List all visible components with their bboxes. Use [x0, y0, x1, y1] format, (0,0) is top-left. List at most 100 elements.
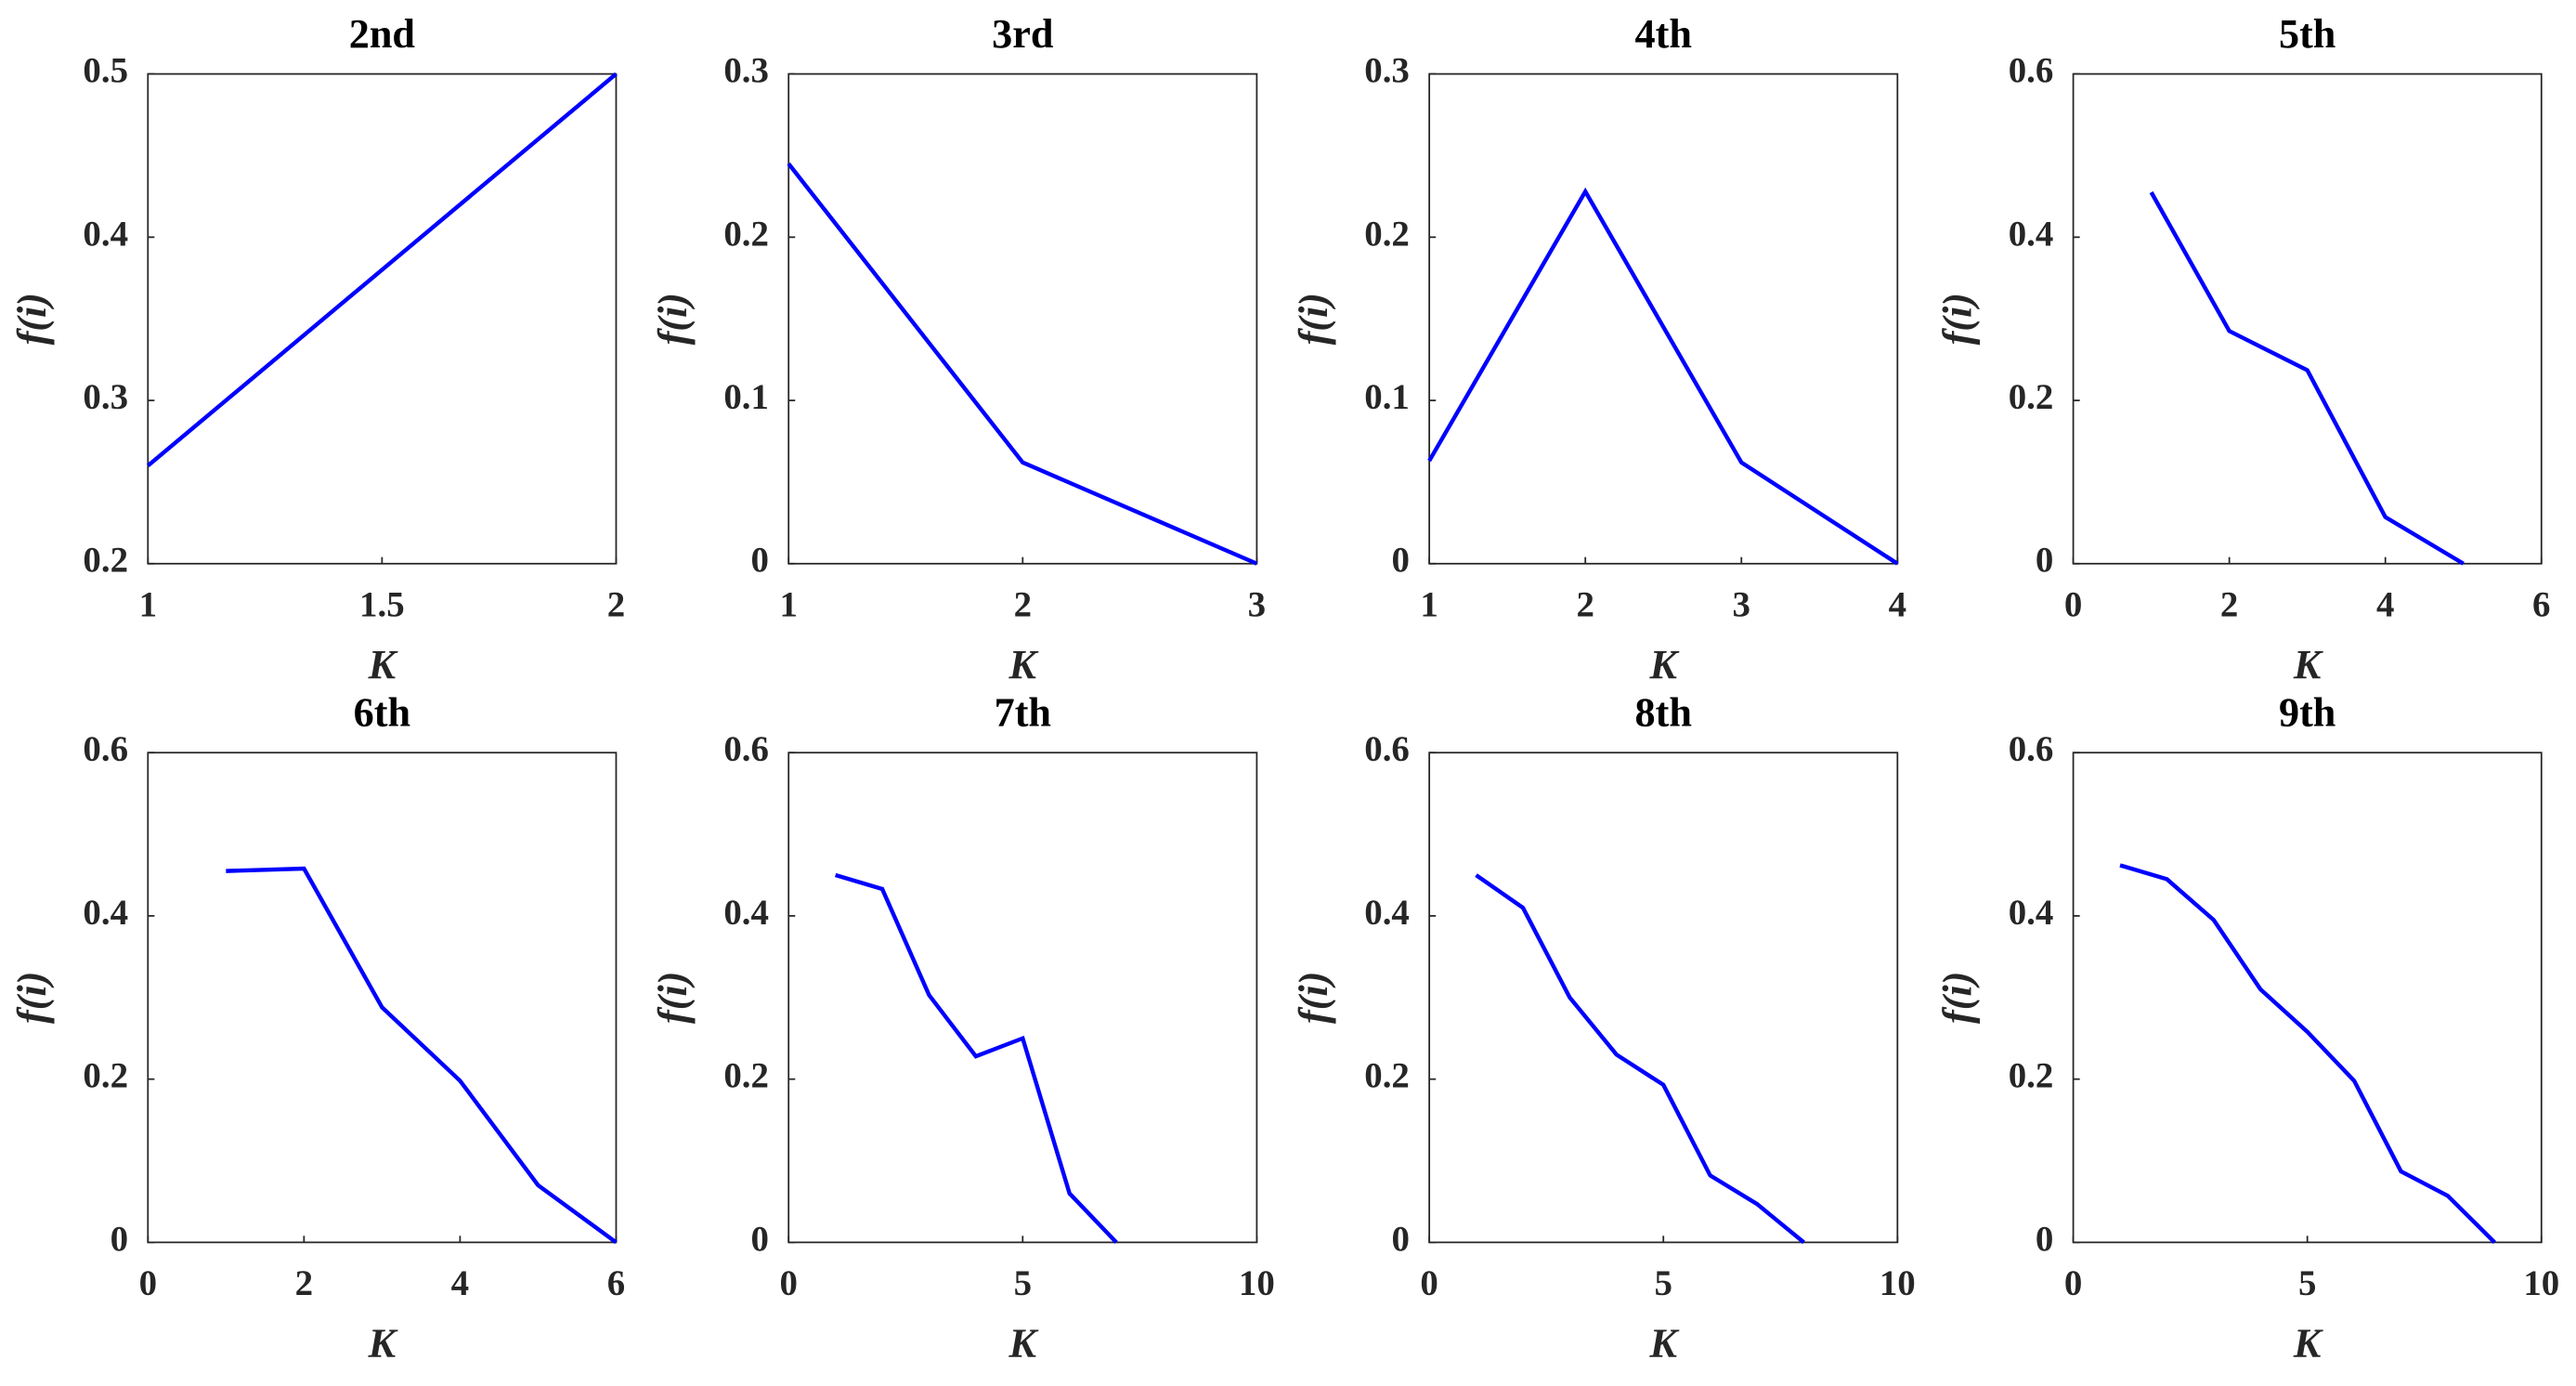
x-tick-label: 2: [295, 1263, 313, 1303]
data-line: [1475, 873, 1805, 1245]
axes-box: [1428, 752, 1899, 1244]
y-tick-label: 0.1: [723, 377, 769, 417]
x-tick-label: 4: [2376, 584, 2394, 624]
y-tick-label: 0: [1391, 1219, 1409, 1259]
y-tick-label: 0.2: [83, 541, 128, 581]
y-axis-label: f(i): [1291, 293, 1336, 345]
x-tick-label: 0: [1420, 1263, 1438, 1303]
y-axis-label: f(i): [650, 972, 696, 1024]
x-tick-label: 2: [1576, 584, 1594, 624]
y-tick-label: 0.3: [83, 377, 128, 417]
x-tick-label: 1: [139, 584, 157, 624]
y-tick-label: 0.2: [83, 1056, 128, 1096]
x-tick-label: 6: [607, 1263, 625, 1303]
y-tick-label: 0.2: [1364, 214, 1410, 254]
y-tick-label: 0: [2036, 1219, 2053, 1259]
chart-title: 7th: [995, 689, 1051, 735]
x-tick-label: 6: [2532, 584, 2550, 624]
x-tick-label: 2: [1014, 584, 1032, 624]
y-tick-label: 0.6: [723, 729, 769, 769]
y-axis-label: f(i): [1934, 293, 1980, 345]
x-axis-label: K: [2293, 642, 2323, 687]
axes-box: [1428, 72, 1899, 565]
y-tick-label: 0.6: [2009, 729, 2054, 769]
x-axis-label: K: [368, 642, 398, 687]
y-tick-label: 0: [1391, 541, 1409, 581]
y-tick-label: 0.4: [1364, 893, 1410, 933]
axes-box: [2072, 72, 2543, 565]
x-tick-label: 10: [2523, 1263, 2559, 1303]
chart-title: 5th: [2279, 11, 2335, 57]
y-tick-label: 0.2: [2009, 1056, 2054, 1096]
x-tick-label: 4: [1889, 584, 1906, 624]
chart-title: 4th: [1635, 11, 1692, 57]
data-line: [2149, 190, 2465, 566]
x-axis-label: K: [368, 1321, 398, 1366]
y-tick-label: 0.6: [2009, 51, 2054, 91]
x-tick-label: 10: [1239, 1263, 1275, 1303]
y-axis-label: f(i): [650, 293, 696, 345]
y-tick-label: 0.4: [83, 893, 128, 933]
axes-box: [787, 752, 1258, 1244]
data-line: [226, 866, 618, 1245]
y-tick-label: 0.2: [723, 1056, 769, 1096]
x-tick-label: 0: [2064, 1263, 2082, 1303]
chart-title: 8th: [1635, 689, 1692, 735]
y-tick-label: 0.3: [723, 51, 769, 91]
axes-box: [787, 72, 1258, 565]
y-tick-label: 0: [751, 541, 769, 581]
chart-title: 6th: [354, 689, 410, 735]
x-tick-label: 0: [779, 1263, 797, 1303]
data-line: [787, 162, 1258, 566]
data-line: [835, 872, 1118, 1244]
y-tick-label: 0.2: [723, 214, 769, 254]
y-tick-label: 0: [2036, 541, 2053, 581]
axes-box: [147, 752, 618, 1244]
y-tick-label: 0.3: [1364, 51, 1410, 91]
data-line: [146, 72, 618, 468]
x-tick-label: 5: [1654, 1263, 1672, 1303]
axes-box: [2072, 752, 2543, 1244]
data-line: [1427, 187, 1899, 566]
y-tick-label: 0.2: [2009, 377, 2054, 417]
axes-box: [147, 72, 618, 565]
x-tick-label: 10: [1880, 1263, 1916, 1303]
y-tick-label: 0: [751, 1219, 769, 1259]
y-axis-label: f(i): [1934, 972, 1980, 1024]
y-axis-label: f(i): [9, 293, 55, 345]
y-tick-label: 0.2: [1364, 1056, 1410, 1096]
x-axis-label: K: [1648, 642, 1679, 687]
x-tick-label: 3: [1733, 584, 1750, 624]
data-line: [2119, 863, 2496, 1244]
x-tick-label: 0: [139, 1263, 157, 1303]
y-axis-label: f(i): [1291, 972, 1336, 1024]
x-tick-label: 1: [1420, 584, 1438, 624]
x-tick-label: 2: [2220, 584, 2238, 624]
y-axis-label: f(i): [9, 972, 55, 1024]
y-tick-label: 0.4: [2009, 214, 2054, 254]
y-tick-label: 0: [111, 1219, 128, 1259]
x-tick-label: 1.5: [359, 584, 405, 624]
x-axis-label: K: [1008, 1321, 1039, 1366]
chart-title: 9th: [2279, 689, 2335, 735]
y-tick-label: 0.6: [83, 729, 128, 769]
x-axis-label: K: [2293, 1321, 2323, 1366]
x-tick-label: 5: [2298, 1263, 2316, 1303]
chart-title: 2nd: [349, 11, 416, 57]
y-tick-label: 0.1: [1364, 377, 1410, 417]
x-axis-label: K: [1008, 642, 1039, 687]
x-tick-label: 1: [779, 584, 797, 624]
x-tick-label: 0: [2064, 584, 2082, 624]
y-tick-label: 0.6: [1364, 729, 1410, 769]
x-tick-label: 2: [607, 584, 625, 624]
y-tick-label: 0.4: [723, 893, 769, 933]
x-tick-label: 5: [1014, 1263, 1032, 1303]
y-tick-label: 0.5: [83, 51, 128, 91]
x-tick-label: 4: [451, 1263, 469, 1303]
x-axis-label: K: [1648, 1321, 1679, 1366]
y-tick-label: 0.4: [83, 214, 128, 254]
y-tick-label: 0.4: [2009, 893, 2054, 933]
chart-title: 3rd: [992, 11, 1054, 57]
x-tick-label: 3: [1248, 584, 1266, 624]
